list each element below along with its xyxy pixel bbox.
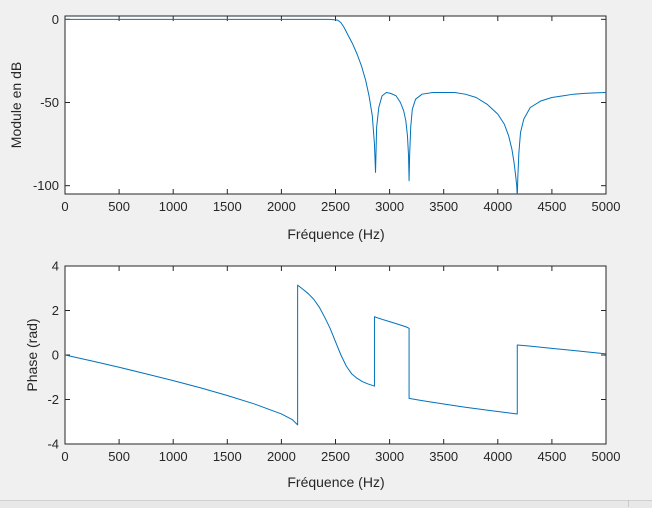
magnitude-x-tick-label: 3000 [375,199,404,214]
magnitude-x-tick-label: 500 [108,199,130,214]
magnitude-y-tick-label: -100 [33,178,59,193]
magnitude-series [65,18,606,194]
magnitude-x-tick-label: 4000 [483,199,512,214]
magnitude-y-axis-label: Module en dB [8,62,24,148]
phase-x-tick-label: 4500 [537,449,566,464]
magnitude-x-tick-label: 5000 [592,199,621,214]
bottom-bar-divider [628,500,629,507]
phase-x-axis-label: Fréquence (Hz) [287,474,384,490]
phase-axes: 0 500 1000 1500 2000 2500 3000 3500 4000 4500 5000… [24,259,620,491]
magnitude-ticks [64,16,607,194]
phase-series-line [65,284,606,426]
figure-window-bottom-bar [0,500,652,508]
magnitude-plot-area [64,15,607,195]
phase-x-tick-label: 0 [61,449,68,464]
magnitude-axes: 0 500 1000 1500 2000 2500 3000 3500 4000 4500 5000… [8,12,620,242]
magnitude-x-axis-label: Fréquence (Hz) [287,226,384,242]
magnitude-x-tick-labels: 0 500 1000 1500 2000 2500 3000 3500 4000 4500 5000 [61,199,620,214]
phase-x-tick-label: 4000 [483,449,512,464]
phase-x-tick-label: 2000 [267,449,296,464]
phase-plot-area [64,265,607,445]
magnitude-x-tick-label: 2000 [267,199,296,214]
magnitude-x-tick-label: 2500 [321,199,350,214]
phase-series [65,284,606,426]
phase-y-tick-label: 0 [52,348,59,363]
phase-y-axis-label: Phase (rad) [24,318,40,391]
phase-y-tick-label: -2 [47,392,59,407]
magnitude-x-tick-label: 1500 [213,199,242,214]
magnitude-series-line [65,18,606,194]
magnitude-y-tick-label: 0 [52,12,59,27]
magnitude-x-tick-label: 4500 [537,199,566,214]
magnitude-x-tick-label: 3500 [429,199,458,214]
phase-x-tick-label: 5000 [592,449,621,464]
phase-y-tick-label: 4 [52,259,59,274]
phase-y-tick-label: 2 [52,303,59,318]
phase-ticks [64,265,607,445]
phase-x-tick-label: 3000 [375,449,404,464]
phase-x-tick-label: 1500 [213,449,242,464]
magnitude-y-tick-label: -50 [40,95,59,110]
magnitude-y-tick-labels: 0 -50 -100 [33,12,59,193]
phase-x-tick-label: 3500 [429,449,458,464]
magnitude-x-tick-label: 0 [61,199,68,214]
phase-y-tick-labels: 4 2 0 -2 -4 [47,259,59,452]
phase-x-tick-label: 500 [108,449,130,464]
phase-x-tick-labels: 0 500 1000 1500 2000 2500 3000 3500 4000 4500 5000 [61,449,620,464]
phase-x-tick-label: 2500 [321,449,350,464]
phase-x-tick-label: 1000 [159,449,188,464]
magnitude-x-tick-label: 1000 [159,199,188,214]
phase-y-tick-label: -4 [47,437,59,452]
